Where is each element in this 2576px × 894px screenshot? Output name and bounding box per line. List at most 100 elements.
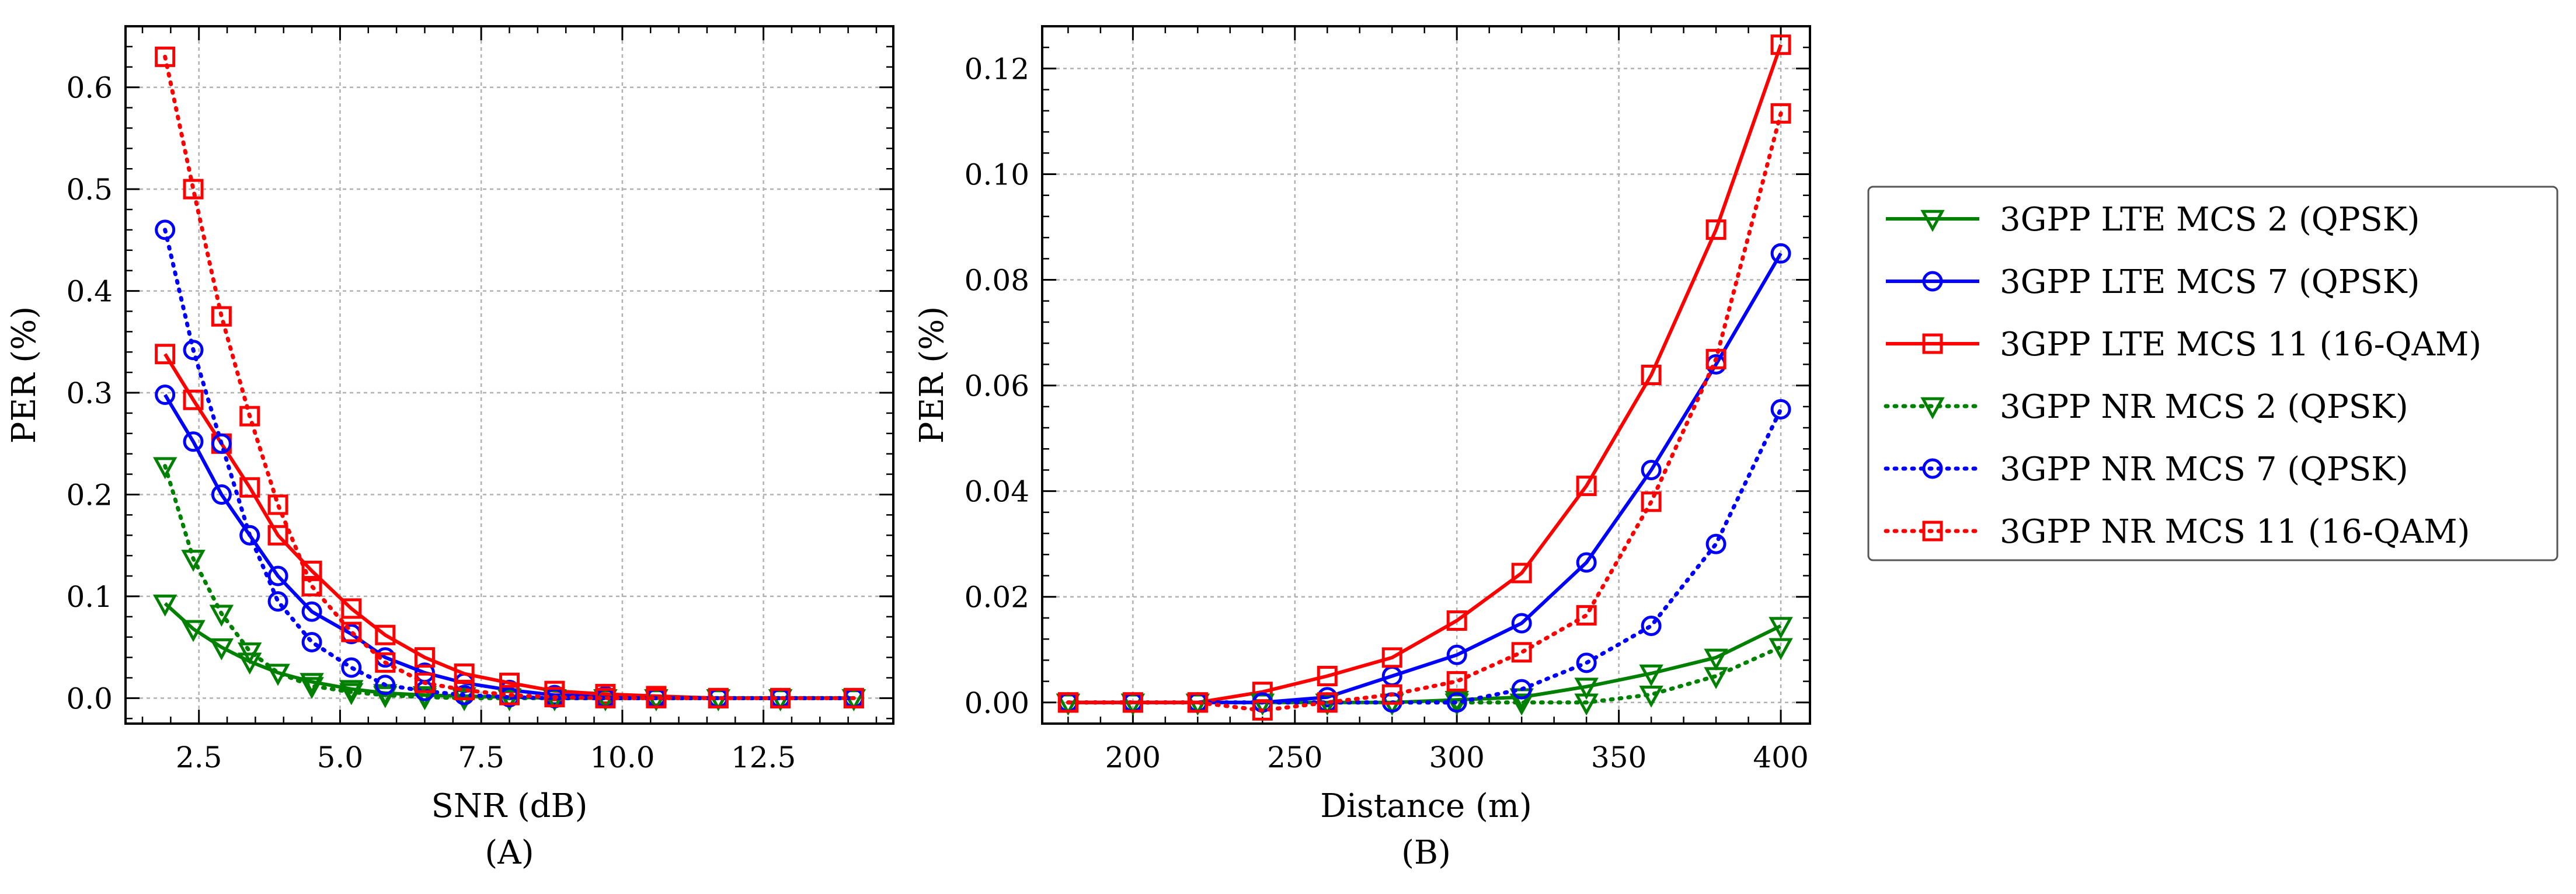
- panel-a-series-nr_mcs11-point-2: [211, 306, 232, 327]
- panel-b-series-nr_mcs2-point-11: [1769, 638, 1793, 661]
- panel-b-series-lte_mcs7-point-6: [1446, 644, 1467, 665]
- panel-a-series-lte_mcs11-point-5: [301, 560, 322, 581]
- panel-b-series-lte_mcs7-point-9: [1641, 459, 1662, 480]
- panel-b-frame: [1041, 25, 1811, 725]
- panel-a-series-nr_mcs7-point-7: [375, 675, 396, 696]
- panel-b-ytick-label-4: 0.08: [965, 264, 1029, 298]
- panel-a-series-nr_mcs7-point-6: [341, 657, 362, 678]
- panel-b-ytick-label-5: 0.10: [965, 158, 1029, 191]
- panel-b-series-lte_mcs11-line: [1068, 44, 1783, 704]
- panel-b-series-lte_mcs11-point-5: [1381, 647, 1402, 668]
- legend-nr_mcs7-marker: [1922, 458, 1943, 479]
- legend-lte_mcs2-marker: [1920, 209, 1945, 232]
- panel-b-ylabel: PER (%): [913, 306, 951, 443]
- panel-b-series-nr_mcs2-point-8: [1574, 693, 1599, 716]
- panel-b-series-nr_mcs11-line: [1066, 111, 1783, 713]
- panel-b-series-nr_mcs2-line: [1066, 645, 1783, 705]
- legend-lte_mcs7-label: 3GPP LTE MCS 7 (QPSK): [2000, 263, 2420, 301]
- panel-b-series-nr_mcs11-point-7: [1511, 642, 1532, 663]
- panel-b-series-nr_mcs11-point-4: [1317, 692, 1338, 713]
- panel-b-xlabel: Distance (m): [1320, 787, 1532, 825]
- legend-lte_mcs11-marker: [1922, 333, 1943, 354]
- panel-b-series-lte_mcs11-point-10: [1705, 219, 1726, 240]
- panel-b-series-nr_mcs7-point-10: [1705, 533, 1726, 554]
- legend-nr_mcs11-marker: [1922, 521, 1943, 542]
- legend-nr_mcs2-label: 3GPP NR MCS 2 (QPSK): [2000, 388, 2408, 426]
- panel-a-series-lte_mcs11-point-3: [239, 477, 260, 498]
- panel-a-series-nr_mcs11-line: [163, 54, 856, 700]
- panel-a-frame: [124, 25, 894, 725]
- panel-a-series-lte_mcs11-point-1: [183, 389, 204, 410]
- panel-a-series-nr_mcs7-point-2: [211, 433, 232, 454]
- panel-a-series-nr_mcs2-point-10: [497, 689, 522, 711]
- panel-a-series-nr_mcs11-point-12: [595, 687, 616, 708]
- panel-b-series-nr_mcs11-point-8: [1576, 605, 1597, 626]
- panel-b-ytick-label-0: 0.00: [965, 686, 1029, 720]
- panel-a-series-lte_mcs11-point-8: [414, 647, 435, 668]
- legend-nr_mcs7-label: 3GPP NR MCS 7 (QPSK): [2000, 451, 2408, 488]
- panel-a-series-nr_mcs7-point-4: [267, 591, 288, 612]
- panel-a-series-nr_mcs7-line: [163, 228, 856, 700]
- panel-a-series-nr_mcs11-point-6: [341, 621, 362, 642]
- panel-b-series-lte_mcs7-point-8: [1576, 552, 1597, 573]
- panel-a-series-nr_mcs11-point-10: [499, 685, 520, 706]
- panel-b-xtick-label-4: 400: [1753, 741, 1808, 774]
- legend-nr_mcs11-label: 3GPP NR MCS 11 (16-QAM): [2000, 513, 2470, 551]
- panel-b-series-lte_mcs2-point-8: [1574, 678, 1599, 700]
- legend-lte_mcs7-marker: [1922, 271, 1943, 292]
- panel-a-series-nr_mcs2-point-6: [339, 683, 364, 706]
- panel-b-series-lte_mcs11-point-9: [1641, 365, 1662, 385]
- panel-b-series-lte_mcs11-point-8: [1576, 476, 1597, 497]
- panel-a-xtick-label-0: 2.5: [176, 741, 222, 774]
- panel-a-series-lte_mcs7-point-4: [267, 565, 288, 586]
- panel-a-ytick-label-5: 0.5: [66, 173, 113, 207]
- panel-b-series-lte_mcs7-point-7: [1511, 613, 1532, 634]
- panel-a-ylabel: PER (%): [5, 306, 43, 443]
- panel-a-label: (A): [485, 834, 534, 872]
- legend-lte_mcs2-label: 3GPP LTE MCS 2 (QPSK): [2000, 201, 2420, 239]
- panel-a-series-lte_mcs7-point-5: [301, 601, 322, 622]
- panel-a-series-nr_mcs2-point-2: [209, 605, 234, 627]
- panel-b-series-lte_mcs2-point-9: [1639, 664, 1663, 687]
- panel-b-series-nr_mcs7-point-6: [1446, 692, 1467, 713]
- panel-a-series-lte_mcs11-point-0: [155, 344, 176, 365]
- panel-a-series-lte_mcs11-point-7: [375, 624, 396, 645]
- panel-b-series-nr_mcs11-point-11: [1770, 103, 1791, 124]
- panel-a-series-lte_mcs2-point-2: [209, 638, 234, 661]
- panel-a-series-nr_mcs11-point-13: [646, 687, 667, 708]
- panel-b-xtick-label-1: 250: [1267, 741, 1322, 774]
- panel-a-series-nr_mcs11-point-8: [414, 672, 435, 693]
- panel-a-series-nr_mcs7-point-3: [239, 525, 260, 546]
- panel-a-series-lte_mcs7-point-2: [211, 484, 232, 505]
- panel-a-ytick-label-4: 0.4: [66, 275, 113, 309]
- panel-a-series-nr_mcs2-point-0: [152, 457, 177, 480]
- legend-frame: [1867, 186, 2558, 561]
- panel-b-series-nr_mcs7-point-11: [1770, 399, 1791, 420]
- panel-b-series-nr_mcs11-point-6: [1446, 671, 1467, 692]
- panel-b-series-nr_mcs11-point-3: [1252, 700, 1273, 721]
- panel-a-ytick-label-0: 0.0: [66, 682, 113, 715]
- panel-a-series-nr_mcs2-point-7: [373, 686, 398, 708]
- panel-b-series-nr_mcs11-point-9: [1641, 491, 1662, 512]
- panel-b-series-nr_mcs11-point-2: [1187, 692, 1208, 713]
- panel-b-series-lte_mcs2-point-11: [1769, 617, 1793, 639]
- panel-a-series-lte_mcs2-point-6: [339, 680, 364, 703]
- panel-b-series-lte_mcs11-point-11: [1770, 34, 1791, 55]
- legend-nr_mcs2-marker: [1920, 397, 1945, 420]
- panel-a-series-lte_mcs7-line: [163, 393, 854, 700]
- panel-a-series-nr_mcs11-point-9: [454, 679, 475, 700]
- panel-b-xtick-label-0: 200: [1105, 741, 1161, 774]
- panel-a-series-nr_mcs2-point-3: [237, 642, 262, 665]
- panel-a-series-nr_mcs2-point-5: [300, 677, 324, 699]
- panel-b-ytick-label-2: 0.04: [965, 475, 1029, 509]
- panel-a-series-nr_mcs11-point-7: [375, 652, 396, 673]
- panel-a-ytick-label-6: 0.6: [66, 71, 113, 105]
- panel-a-series-nr_mcs11-point-11: [544, 687, 565, 708]
- panel-a-series-lte_mcs7-point-0: [155, 385, 176, 406]
- panel-a-chart: 2.5 5.0 7.5 10.0 12.5 0.0 0.1 0.2 0.3 0.4 0.5 0.6 SN…: [5, 25, 894, 872]
- panel-a-series-lte_mcs7-point-1: [183, 431, 204, 452]
- panel-a-series-nr_mcs11-point-16: [843, 687, 864, 708]
- panel-a-xtick-label-3: 10.0: [590, 741, 655, 774]
- panel-a-series-lte_mcs11-point-4: [267, 525, 288, 546]
